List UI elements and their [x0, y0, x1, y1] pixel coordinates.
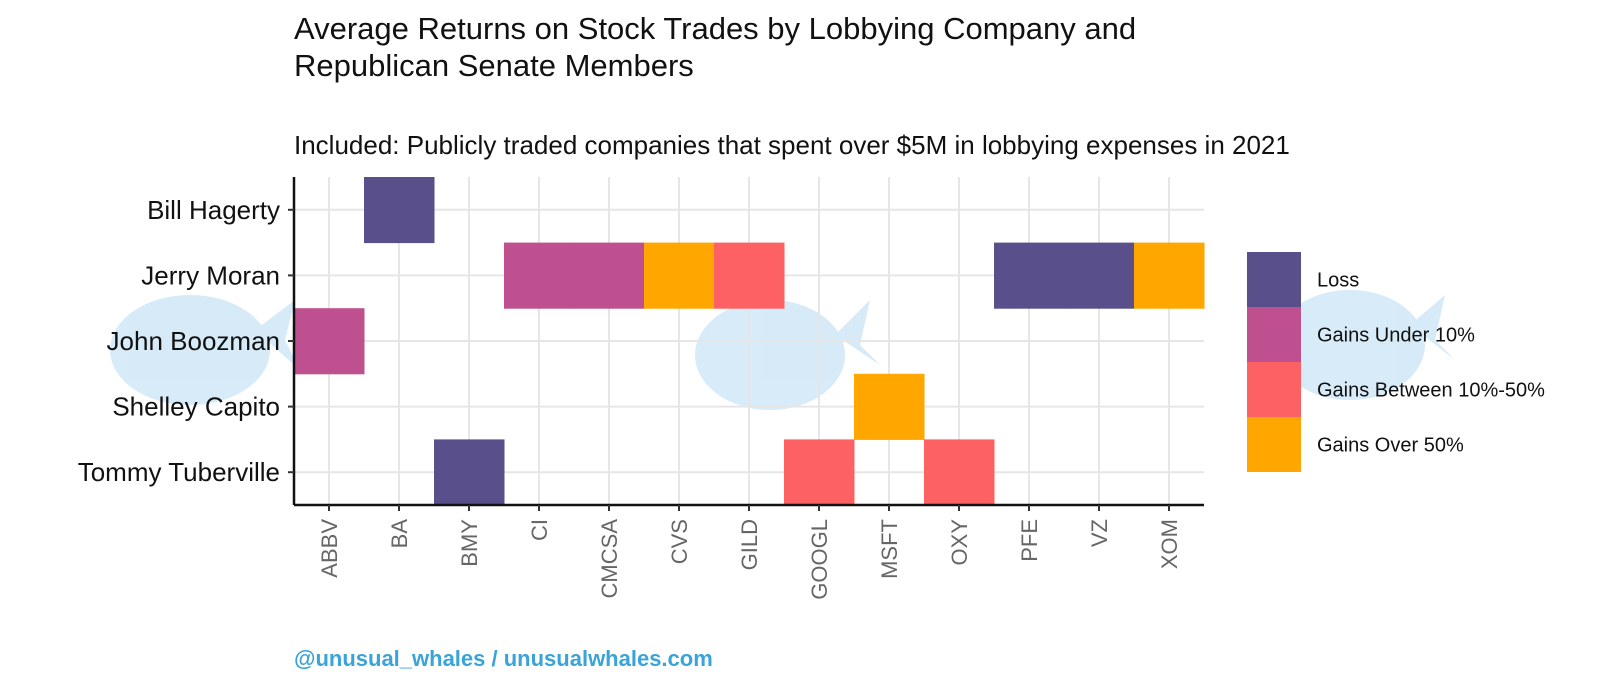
x-tick-label: VZ [1087, 519, 1112, 547]
x-tick-label: CMCSA [597, 519, 622, 599]
source-caption[interactable]: @unusual_whales / unusualwhales.com [294, 646, 713, 671]
chart-subtitle: Included: Publicly traded companies that… [294, 130, 1290, 160]
cell-shelley-capito-msft [854, 373, 925, 440]
y-tick-label: Jerry Moran [141, 260, 280, 290]
whale-watermark-center [695, 300, 880, 410]
cell-jerry-moran-gild [714, 242, 785, 309]
whale-watermark-right [1275, 290, 1455, 400]
legend-label: Gains Over 50% [1317, 435, 1464, 457]
y-tick-label: Tommy Tuberville [78, 457, 280, 487]
x-tick-label: ABBV [317, 519, 342, 578]
x-axis-labels: ABBV BA BMY CI CMCSA CVS GILD GOOGL MSFT OXY PFE VZ… [317, 519, 1182, 600]
x-tick-label: BMY [457, 519, 482, 567]
x-tick-label: PFE [1017, 519, 1042, 562]
legend-label: Loss [1317, 270, 1359, 292]
cell-bill-hagerty-ba [364, 177, 435, 244]
cell-tommy-tuberville-oxy [924, 439, 995, 506]
cell-jerry-moran-vz [1064, 242, 1135, 309]
legend-label: Gains Between 10%-50% [1317, 380, 1545, 402]
cell-jerry-moran-ci [504, 242, 575, 309]
y-tick-label: John Boozman [107, 326, 280, 356]
x-tick-label: GOOGL [807, 519, 832, 600]
cell-jerry-moran-pfe [994, 242, 1065, 309]
legend-key [1247, 417, 1301, 472]
legend: Loss Gains Under 10% Gains Between 10%-50%… [1247, 252, 1545, 472]
legend-label: Gains Under 10% [1317, 325, 1475, 347]
axes [288, 177, 1204, 511]
grid-lines [294, 177, 1204, 505]
whale-watermark-left [110, 295, 300, 405]
y-axis-labels: Bill Hagerty Jerry Moran John Boozman Shell… [78, 195, 280, 487]
legend-key [1247, 252, 1301, 307]
x-tick-label: OXY [947, 519, 972, 566]
legend-key [1247, 362, 1301, 417]
x-tick-label: CVS [667, 519, 692, 564]
x-tick-label: CI [527, 519, 552, 541]
cell-john-boozman-abbv [294, 308, 365, 375]
chart-title: Average Returns on Stock Trades by Lobby… [294, 11, 1137, 83]
x-tick-label: BA [387, 519, 412, 549]
y-tick-label: Shelley Capito [112, 392, 280, 422]
y-tick-label: Bill Hagerty [147, 195, 280, 225]
x-tick-label: GILD [737, 519, 762, 570]
legend-key [1247, 307, 1301, 362]
cell-jerry-moran-xom [1134, 242, 1205, 309]
cell-tommy-tuberville-googl [784, 439, 855, 506]
cell-jerry-moran-cmcsa [574, 242, 645, 309]
x-tick-label: MSFT [877, 519, 902, 579]
x-tick-label: XOM [1157, 519, 1182, 569]
heatmap-cells [294, 177, 1205, 506]
cell-jerry-moran-cvs [644, 242, 715, 309]
cell-tommy-tuberville-bmy [434, 439, 505, 506]
